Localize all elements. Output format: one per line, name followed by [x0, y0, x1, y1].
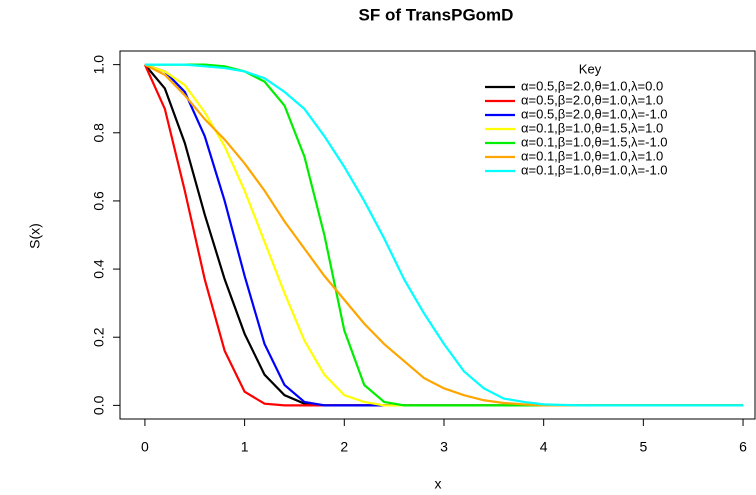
legend-label: α=0.1,β=1.0,θ=1.0,λ=-1.0: [521, 162, 668, 177]
y-tick-label: 0.6: [91, 191, 107, 211]
x-tick-label: 2: [340, 439, 348, 455]
legend-label: α=0.1,β=1.0,θ=1.0,λ=1.0: [521, 148, 663, 163]
legend-label: α=0.5,β=2.0,θ=1.0,λ=-1.0: [521, 106, 668, 121]
x-tick-label: 0: [141, 439, 149, 455]
x-tick-label: 5: [639, 439, 647, 455]
x-tick-label: 4: [540, 439, 548, 455]
legend-label: α=0.1,β=1.0,θ=1.5,λ=1.0: [521, 120, 663, 135]
y-tick-label: 1.0: [91, 55, 107, 75]
legend-label: α=0.5,β=2.0,θ=1.0,λ=1.0: [521, 92, 663, 107]
x-tick-label: 1: [241, 439, 249, 455]
y-tick-label: 0.8: [91, 123, 107, 143]
series-line: [144, 63, 744, 407]
x-axis-label: x: [435, 476, 442, 492]
y-axis-label: S(x): [27, 223, 43, 249]
plot-frame: [119, 50, 756, 420]
x-tick-label: 3: [440, 439, 448, 455]
legend-label: α=0.5,β=2.0,θ=1.0,λ=0.0: [521, 78, 663, 93]
legend-title: Key: [579, 61, 602, 76]
y-tick-label: 0.2: [91, 327, 107, 347]
y-tick-label: 0.4: [91, 259, 107, 279]
legend-label: α=0.1,β=1.0,θ=1.5,λ=-1.0: [521, 134, 668, 149]
x-tick-label: 6: [739, 439, 747, 455]
y-tick-label: 0.0: [91, 395, 107, 415]
chart-title: SF of TransPGomD: [359, 5, 514, 24]
